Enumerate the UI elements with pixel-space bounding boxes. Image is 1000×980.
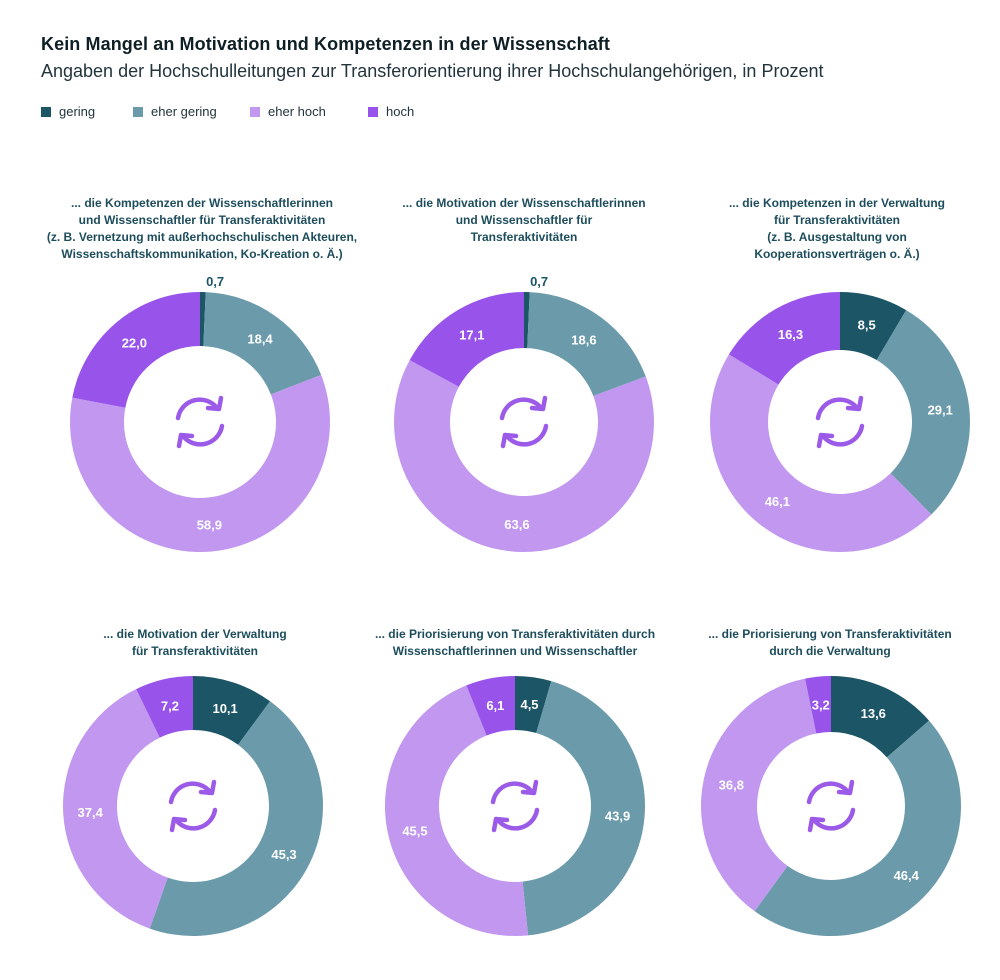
donut-chart-4: 10,1 45,3 37,4 7,2 [63, 676, 323, 936]
slice-hoch [466, 676, 515, 736]
donut-chart-6: 13,6 46,4 36,8 3,2 [700, 676, 962, 937]
chart-subtitle: Angaben der Hochschulleitungen zur Trans… [41, 61, 824, 81]
slice-value-label: 10,1 [212, 701, 237, 716]
refresh-cycle-icon [168, 779, 218, 833]
donut-title-1: ... die Kompetenzen der Wissenschaftleri… [42, 195, 362, 263]
slice-value-label: 29,1 [928, 403, 953, 418]
slice-value-label: 45,5 [402, 824, 427, 839]
slice-eher-hoch [69, 374, 330, 552]
donut-chart-5: 4,5 43,9 45,5 6,1 [384, 676, 646, 936]
refresh-cycle-icon [806, 779, 856, 833]
donut-title-line: ... die Priorisierung von Transferaktivi… [708, 627, 952, 641]
slice-hoch [409, 292, 524, 387]
donut-chart-1: 0,7 18,4 58,9 22,0 [69, 274, 330, 552]
refresh-cycle-icon [815, 395, 865, 449]
donut-title-line: ... die Kompetenzen in der Verwaltung [728, 196, 946, 210]
slice-value-label: 0,7 [206, 274, 224, 289]
donut-chart-2: 0,7 18,6 63,6 17,1 [394, 274, 654, 552]
legend-item-eher-hoch: eher hoch [250, 104, 326, 120]
slice-value-label: 0,7 [530, 274, 548, 289]
slice-gering [524, 292, 530, 349]
slice-eher-gering [149, 701, 323, 936]
slice-eher-gering [876, 310, 970, 515]
legend-label: hoch [386, 104, 415, 119]
donut-title-line: Wissenschaftlerinnen und Wissenschaftler [392, 644, 638, 658]
donut-title-line: durch die Verwaltung [769, 644, 891, 658]
donut-title-3: ... die Kompetenzen in der Verwaltung fü… [677, 195, 997, 263]
donut-title-line: und Wissenschaftler für [455, 213, 593, 227]
donut-title-line: ... die Kompetenzen der Wissenschaftleri… [71, 196, 333, 210]
slice-gering [515, 676, 552, 734]
slice-value-label: 46,4 [894, 868, 920, 883]
slice-value-label: 36,8 [719, 777, 744, 792]
legend-label: gering [59, 104, 96, 119]
slice-value-label: 16,3 [778, 327, 803, 342]
slice-value-label: 22,0 [122, 336, 147, 351]
slice-value-label: 43,9 [605, 808, 630, 823]
legend-item-hoch: hoch [368, 104, 414, 120]
slice-eher-hoch [394, 360, 654, 552]
slice-value-label: 8,5 [858, 318, 876, 333]
slice-value-label: 45,3 [271, 847, 296, 862]
slice-value-label: 17,1 [459, 327, 484, 342]
slice-hoch [805, 676, 831, 734]
legend-swatch [250, 107, 260, 117]
legend-swatch [133, 107, 143, 117]
slice-hoch [728, 292, 840, 385]
donut-title-5: ... die Priorisierung von Transferaktivi… [355, 626, 675, 660]
slice-value-label: 37,4 [78, 805, 104, 820]
slice-eher-hoch [700, 678, 817, 912]
donut-title-4: ... die Motivation der Verwaltung für Tr… [35, 626, 355, 660]
donut-title-line: ... die Motivation der Verwaltung [103, 627, 287, 641]
slice-eher-hoch [384, 685, 529, 936]
slice-eher-gering [522, 681, 646, 936]
slice-gering [840, 292, 907, 361]
slice-value-label: 63,6 [504, 517, 529, 532]
legend-item-eher-gering: eher gering [133, 104, 217, 120]
slice-eher-gering [754, 720, 962, 937]
legend-label: eher gering [151, 104, 217, 119]
donut-title-line: ... die Priorisierung von Transferaktivi… [374, 627, 656, 641]
slice-value-label: 18,6 [571, 332, 596, 347]
slice-value-label: 18,4 [247, 331, 273, 346]
refresh-cycle-icon [175, 395, 225, 449]
donut-title-line: für Transferaktivitäten [773, 213, 901, 227]
donut-title-line: (z. B. Ausgestaltung von [767, 230, 907, 244]
legend-item-gering: gering [41, 104, 95, 120]
slice-gering [193, 676, 271, 745]
slice-value-label: 58,9 [197, 518, 222, 533]
slice-eher-gering [203, 292, 322, 395]
slice-eher-gering [527, 292, 646, 397]
slice-eher-hoch [709, 354, 932, 553]
donut-title-line: für Transferaktivitäten [131, 644, 259, 658]
slice-value-label: 13,6 [861, 706, 886, 721]
slice-value-label: 3,2 [812, 698, 830, 713]
legend-swatch [41, 107, 51, 117]
refresh-cycle-icon [490, 779, 540, 833]
slice-eher-hoch [63, 689, 168, 929]
donut-title-line: (z. B. Vernetzung mit außerhochschulisch… [46, 230, 358, 244]
slice-gering [831, 676, 930, 758]
slice-hoch [72, 292, 200, 408]
donut-chart-3: 8,5 29,1 46,1 16,3 [709, 292, 970, 553]
chart-title: Kein Mangel an Motivation und Kompetenze… [41, 34, 610, 54]
donut-title-2: ... die Motivation der Wissenschaftlerin… [364, 195, 684, 246]
refresh-cycle-icon [499, 395, 549, 449]
slice-value-label: 6,1 [486, 698, 504, 713]
donut-title-line: ... die Motivation der Wissenschaftlerin… [402, 196, 646, 210]
slice-value-label: 4,5 [520, 697, 538, 712]
slice-value-label: 46,1 [765, 494, 790, 509]
slice-hoch [136, 676, 193, 738]
slice-value-label: 7,2 [161, 699, 179, 714]
donut-title-line: und Wissenschaftler für Transferaktivitä… [78, 213, 326, 227]
legend-swatch [368, 107, 378, 117]
donut-title-line: Wissenschaftskommunikation, Ko-Kreation … [61, 247, 343, 261]
donut-title-line: Kooperationsverträgen o. Ä.) [754, 247, 920, 261]
donut-title-6: ... die Priorisierung von Transferaktivi… [670, 626, 990, 660]
legend-label: eher hoch [268, 104, 326, 119]
slice-gering [200, 292, 206, 347]
donut-title-line: Transferaktivitäten [470, 230, 578, 244]
